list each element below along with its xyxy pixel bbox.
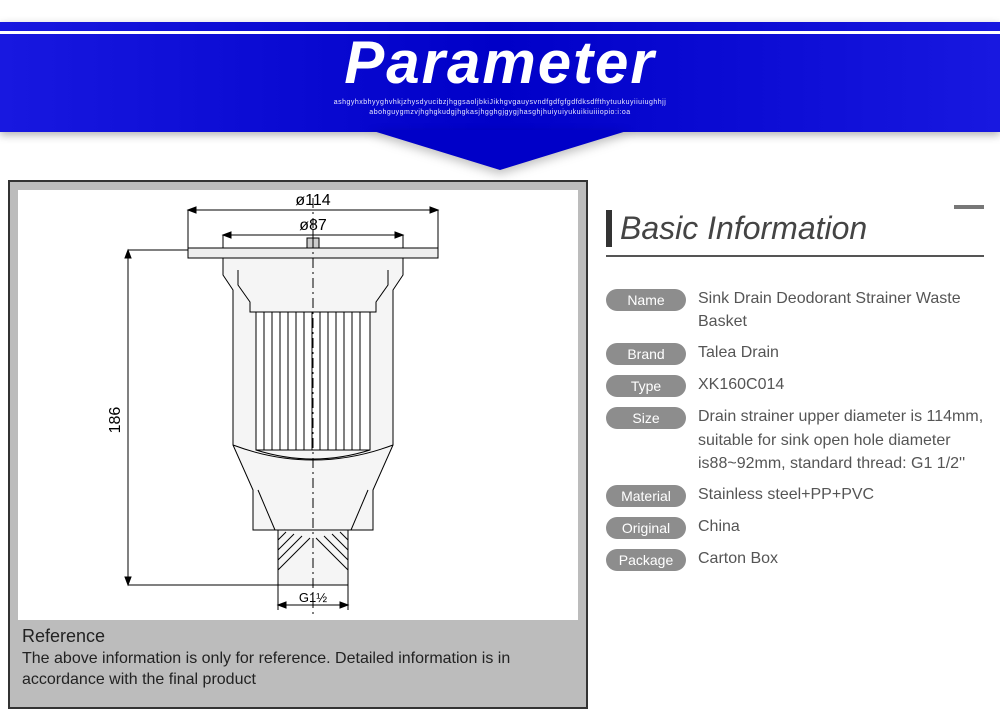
info-row-type: Type XK160C014 bbox=[606, 373, 984, 397]
pill-package: Package bbox=[606, 549, 686, 571]
info-panel: Basic Information Name Sink Drain Deodor… bbox=[598, 180, 992, 709]
banner-arrow-icon bbox=[370, 130, 630, 170]
accent-bar bbox=[954, 205, 984, 209]
val-material: Stainless steel+PP+PVC bbox=[686, 483, 874, 506]
info-row-material: Material Stainless steel+PP+PVC bbox=[606, 483, 984, 507]
val-name: Sink Drain Deodorant Strainer Waste Bask… bbox=[686, 287, 984, 333]
technical-diagram: ø114 ø87 bbox=[18, 190, 578, 620]
info-row-brand: Brand Talea Drain bbox=[606, 341, 984, 365]
dim-height: 186 bbox=[107, 407, 124, 434]
pill-original: Original bbox=[606, 517, 686, 539]
reference-block: Reference The above information is only … bbox=[18, 620, 578, 691]
reference-title: Reference bbox=[22, 626, 574, 647]
val-package: Carton Box bbox=[686, 547, 778, 570]
pill-name: Name bbox=[606, 289, 686, 311]
val-original: China bbox=[686, 515, 740, 538]
val-size: Drain strainer upper diameter is 114mm, … bbox=[686, 405, 984, 475]
section-title: Basic Information bbox=[606, 210, 984, 247]
pill-type: Type bbox=[606, 375, 686, 397]
parameter-banner: Parameter ashgyhxbhyyghvhkjzhysdyucibzjh… bbox=[0, 0, 1000, 175]
reference-text: The above information is only for refere… bbox=[22, 649, 574, 691]
val-brand: Talea Drain bbox=[686, 341, 779, 364]
pill-brand: Brand bbox=[606, 343, 686, 365]
banner-title: Parameter bbox=[0, 28, 1000, 97]
info-list: Name Sink Drain Deodorant Strainer Waste… bbox=[606, 287, 984, 579]
diagram-panel: ø114 ø87 bbox=[8, 180, 588, 709]
info-row-original: Original China bbox=[606, 515, 984, 539]
pill-material: Material bbox=[606, 485, 686, 507]
drain-diagram-svg: ø114 ø87 bbox=[18, 190, 578, 620]
divider-line bbox=[606, 255, 984, 257]
info-row-package: Package Carton Box bbox=[606, 547, 984, 571]
content-area: ø114 ø87 bbox=[0, 175, 1000, 709]
info-row-name: Name Sink Drain Deodorant Strainer Waste… bbox=[606, 287, 984, 333]
info-row-size: Size Drain strainer upper diameter is 11… bbox=[606, 405, 984, 475]
val-type: XK160C014 bbox=[686, 373, 784, 396]
banner-subtitle: ashgyhxbhyyghvhkjzhysdyucibzjhggsaoljbki… bbox=[0, 98, 1000, 118]
pill-size: Size bbox=[606, 407, 686, 429]
